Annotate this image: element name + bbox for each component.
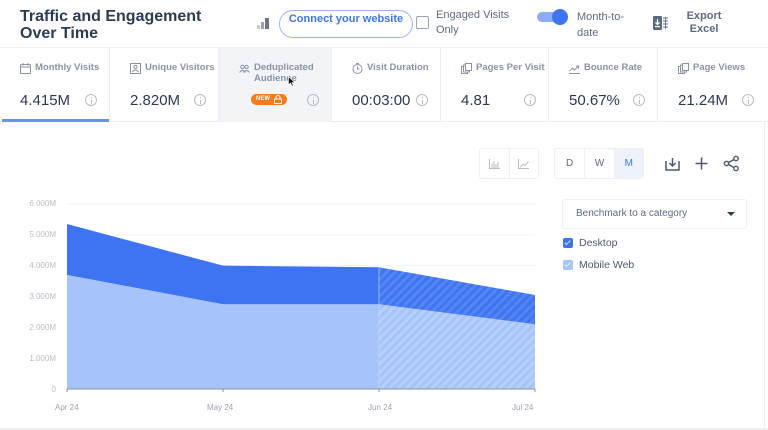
tab-unique-visitors[interactable]: Unique Visitors 2.820M — [110, 48, 219, 122]
legend-desktop[interactable]: Desktop — [563, 237, 618, 249]
users-icon — [239, 64, 250, 73]
info-icon[interactable] — [633, 94, 645, 106]
metric-label: Unique Visitors — [145, 62, 215, 73]
export-excel-label: Export Excel — [686, 10, 722, 35]
metric-label: Bounce Rate — [584, 62, 643, 73]
metric-value: 00:03:00 — [352, 92, 411, 109]
signal-icon — [257, 18, 269, 29]
metric-label: Page Views — [693, 62, 746, 73]
tab-pages-per-visit[interactable]: Pages Per Visit 4.81 — [441, 48, 549, 122]
metric-label: Monthly Visits — [35, 62, 100, 73]
person-icon — [130, 63, 141, 74]
header: Traffic and Engagement Over Time Connect… — [0, 0, 768, 48]
tab-monthly-visits[interactable]: Monthly Visits 4.415M — [0, 48, 110, 122]
granularity-day[interactable]: D — [566, 158, 574, 169]
metric-label: Pages Per Visit — [476, 62, 545, 73]
metric-value: 4.81 — [461, 92, 491, 109]
excel-icon — [653, 16, 668, 30]
info-icon[interactable] — [307, 94, 319, 106]
tab-visit-duration[interactable]: Visit Duration 00:03:00 — [332, 48, 441, 122]
info-icon[interactable] — [85, 94, 97, 106]
traffic-area-chart: 6.000M 5.000M 4.000M 3.000M 2.000M 1.000… — [0, 190, 550, 420]
bounce-icon — [569, 65, 580, 74]
calendar-icon — [20, 63, 31, 74]
toggle-track — [537, 12, 565, 22]
page-title: Traffic and Engagement Over Time — [20, 8, 202, 42]
x-tick: Jun 24 — [368, 403, 393, 412]
metric-label: Deduplicated Audience — [254, 62, 314, 84]
month-to-date-label: Month-to-date — [577, 11, 625, 39]
toggle-knob — [552, 9, 568, 25]
bar-chart-icon — [488, 158, 500, 169]
metric-value: 50.67% — [569, 92, 620, 109]
checkbox-icon[interactable] — [416, 16, 429, 29]
pages-icon — [678, 63, 689, 74]
info-icon[interactable] — [524, 94, 536, 106]
info-icon[interactable] — [416, 94, 428, 106]
month-to-date-toggle[interactable] — [537, 9, 568, 25]
bar-chart-button[interactable] — [480, 149, 509, 178]
download-icon[interactable] — [664, 155, 681, 172]
legend-label: Desktop — [579, 237, 618, 249]
engaged-visits-label: Engaged Visits Only — [436, 9, 510, 36]
x-tick: May 24 — [207, 403, 234, 412]
tab-page-views[interactable]: Page Views 21.24M — [658, 48, 768, 122]
metric-value: 2.820M — [130, 92, 181, 109]
legend-label: Mobile Web — [579, 259, 635, 271]
benchmark-placeholder: Benchmark to a category — [576, 208, 688, 219]
mouse-cursor-icon — [288, 76, 296, 87]
y-tick: 5.000M — [29, 230, 56, 239]
granularity-month[interactable]: M — [613, 149, 643, 178]
divider — [764, 122, 765, 430]
tab-deduplicated-audience[interactable]: Deduplicated Audience NEW — [219, 48, 332, 122]
y-tick: 3.000M — [29, 292, 56, 301]
benchmark-dropdown[interactable]: Benchmark to a category — [562, 199, 747, 229]
export-excel-button[interactable]: Export Excel — [652, 10, 722, 36]
lock-icon — [274, 95, 282, 104]
divider — [0, 428, 768, 430]
legend-mobile-web[interactable]: Mobile Web — [563, 259, 634, 271]
metric-value: 4.415M — [20, 92, 71, 109]
plus-icon[interactable] — [693, 155, 710, 172]
checkbox-checked-icon[interactable] — [563, 238, 573, 248]
engaged-visits-checkbox[interactable]: Engaged Visits Only — [416, 8, 526, 40]
pages-icon — [461, 63, 472, 74]
y-tick: 4.000M — [29, 261, 56, 270]
info-icon[interactable] — [742, 94, 754, 106]
chart-plot-area — [66, 203, 536, 392]
metric-tabs: Monthly Visits 4.415M Unique Visitors 2.… — [0, 48, 768, 122]
connect-website-button[interactable]: Connect your website — [279, 10, 413, 38]
new-badge: NEW — [251, 94, 287, 105]
granularity-selector: D W M — [554, 148, 644, 179]
checkbox-checked-icon[interactable] — [563, 260, 573, 270]
y-tick: 2.000M — [29, 323, 56, 332]
y-tick: 1.000M — [29, 354, 56, 363]
info-icon[interactable] — [194, 94, 206, 106]
chart-type-toggle — [479, 148, 539, 179]
x-tick: Apr 24 — [55, 403, 79, 412]
chevron-down-icon — [727, 212, 735, 216]
share-icon[interactable] — [723, 155, 740, 172]
new-badge-label: NEW — [256, 96, 270, 102]
y-tick: 0 — [51, 385, 56, 394]
granularity-week[interactable]: W — [584, 149, 613, 178]
metric-label: Visit Duration — [367, 62, 429, 73]
tab-bounce-rate[interactable]: Bounce Rate 50.67% — [549, 48, 658, 122]
line-chart-icon — [518, 158, 530, 169]
x-tick: Jul 24 — [512, 403, 534, 412]
clock-icon — [352, 63, 363, 74]
y-tick: 6.000M — [29, 199, 56, 208]
line-chart-button[interactable] — [508, 149, 538, 178]
metric-value: 21.24M — [678, 92, 729, 109]
